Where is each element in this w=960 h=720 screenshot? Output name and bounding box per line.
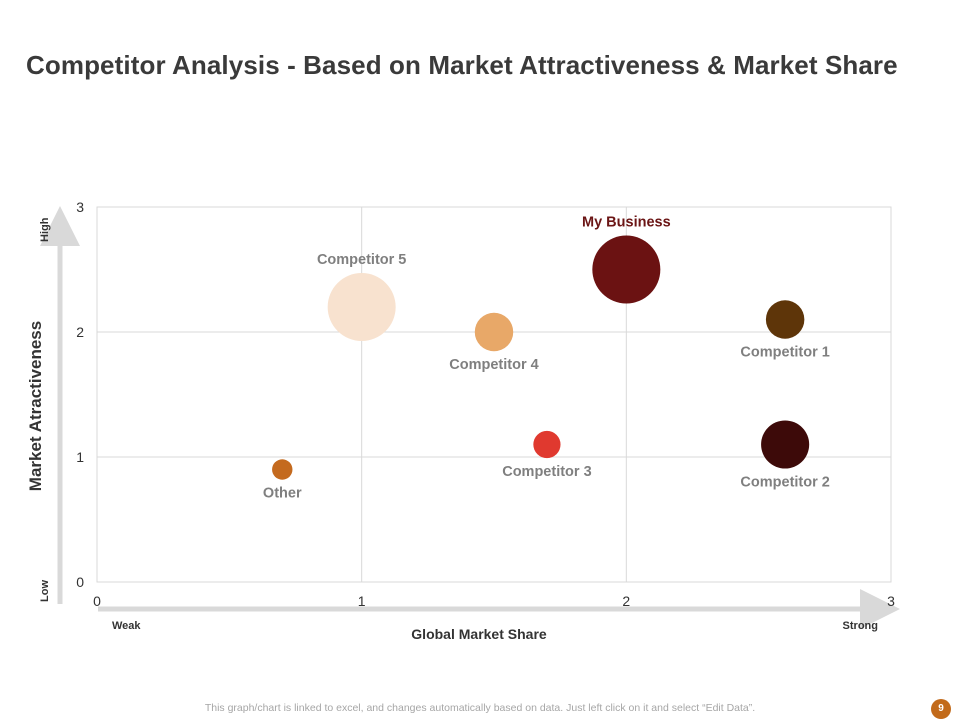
y-tick-label: 0 xyxy=(76,574,84,590)
bubble-competitor-2[interactable] xyxy=(761,420,810,469)
grid xyxy=(96,206,892,583)
x-tick-label: 1 xyxy=(358,593,366,609)
y-tick-label: 2 xyxy=(76,324,84,340)
bubble-label-my-business: My Business xyxy=(582,215,671,231)
x-tick-label: 3 xyxy=(887,593,895,609)
bubble-other[interactable] xyxy=(272,459,293,480)
x-tick-label: 0 xyxy=(93,593,101,609)
bubble-label-other: Other xyxy=(263,486,302,502)
tick-labels: 0 1 2 3 0 1 2 3 xyxy=(76,199,895,609)
bubble-label-competitor-4: Competitor 4 xyxy=(449,357,538,373)
y-tick-label: 1 xyxy=(76,449,84,465)
x-low-label: Weak xyxy=(112,620,141,632)
y-axis-title: Market Atractiveness xyxy=(26,321,45,491)
bubble-competitor-3[interactable] xyxy=(533,430,561,459)
y-tick-label: 3 xyxy=(76,199,84,215)
bubble-label-competitor-5: Competitor 5 xyxy=(317,252,406,268)
axis-arrows xyxy=(40,206,900,629)
bubble-competitor-1[interactable] xyxy=(765,300,805,339)
y-high-label: High xyxy=(39,217,51,242)
bubble-competitor-4[interactable] xyxy=(474,312,514,352)
bubble-competitor-5[interactable] xyxy=(327,273,396,341)
x-tick-label: 2 xyxy=(622,593,630,609)
bubble-my-business[interactable] xyxy=(592,235,661,304)
bubble-label-competitor-3: Competitor 3 xyxy=(502,464,591,480)
plot-area xyxy=(96,206,892,583)
y-low-label: Low xyxy=(39,580,51,602)
x-high-label: Strong xyxy=(843,620,878,632)
page-number-badge: 9 xyxy=(931,699,951,719)
bubble-labels: My Business Competitor 5 Competitor 4 Compe… xyxy=(263,215,830,502)
page-title: Competitor Analysis - Based on Market At… xyxy=(26,50,898,80)
bubble-label-competitor-2: Competitor 2 xyxy=(740,475,829,491)
bubble-label-competitor-1: Competitor 1 xyxy=(740,345,829,361)
footer-note: This graph/chart is linked to excel, and… xyxy=(204,702,756,714)
x-axis-title: Global Market Share xyxy=(411,626,547,642)
bubbles[interactable] xyxy=(272,235,810,480)
